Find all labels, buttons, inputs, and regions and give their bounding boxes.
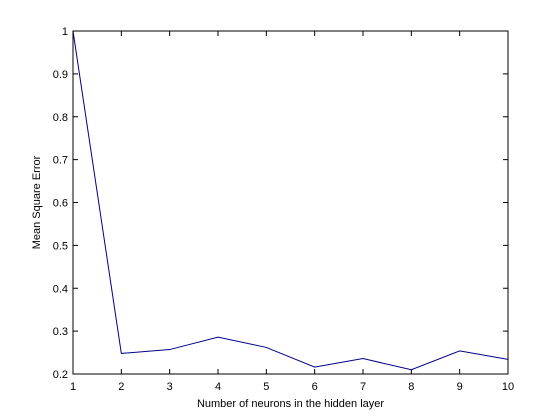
plot-area xyxy=(73,31,508,374)
x-tick-label: 4 xyxy=(215,381,221,393)
y-tick-label: 1 xyxy=(62,26,68,38)
y-tick-label: 0.5 xyxy=(53,240,68,252)
x-axis-label: Number of neurons in the hidden layer xyxy=(197,398,384,410)
y-tick-label: 0.2 xyxy=(53,369,68,381)
x-tick-label: 7 xyxy=(360,381,366,393)
x-tick-label: 3 xyxy=(167,381,173,393)
x-tick-label: 6 xyxy=(312,381,318,393)
y-tick-label: 0.4 xyxy=(53,283,68,295)
y-tick-label: 0.9 xyxy=(53,69,68,81)
tick-labels: 1 2 3 4 5 6 7 8 9 10 0.2 0.3 0.4 0.5 0.6 0.7 0.8 0.9 1 xyxy=(53,26,514,393)
y-tick-label: 0.7 xyxy=(53,155,68,167)
x-tick-label: 9 xyxy=(457,381,463,393)
x-tick-label: 2 xyxy=(118,381,124,393)
y-axis-label: Mean Square Error xyxy=(31,155,43,249)
y-tick-label: 0.6 xyxy=(53,198,68,210)
y-tick-label: 0.3 xyxy=(53,326,68,338)
series-line xyxy=(72,30,509,371)
y-tick-label: 0.8 xyxy=(53,112,68,124)
x-tick-label: 10 xyxy=(502,381,514,393)
x-tick-label: 5 xyxy=(263,381,269,393)
x-tick-label: 8 xyxy=(408,381,414,393)
plot-frame xyxy=(72,30,509,375)
x-tick-label: 1 xyxy=(70,381,76,393)
